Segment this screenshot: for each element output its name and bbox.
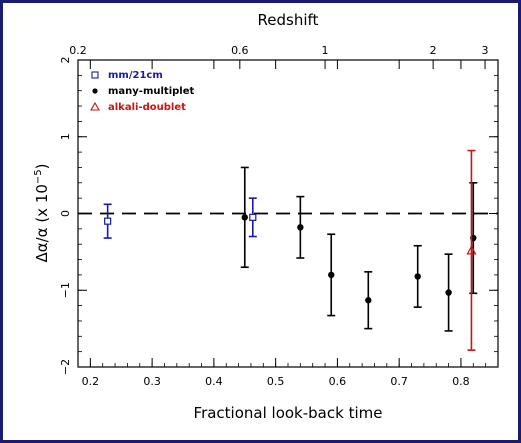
y-tick-label: −2 bbox=[59, 359, 72, 375]
y-tick-label: 1 bbox=[59, 133, 72, 140]
y-axis-ticks: −2 −1 0 1 2 bbox=[59, 57, 498, 375]
y-tick-label: −1 bbox=[59, 282, 72, 298]
x-tick-label: 0.2 bbox=[82, 375, 100, 388]
data-marks bbox=[103, 149, 478, 351]
y-axis-title-close: ) bbox=[33, 163, 51, 169]
data-point bbox=[104, 217, 112, 225]
x-tick-label: 0.3 bbox=[143, 375, 161, 388]
top-tick-label: 1 bbox=[322, 44, 329, 57]
x-tick-label: 0.4 bbox=[205, 375, 223, 388]
y-tick-label: 0 bbox=[59, 210, 72, 217]
legend-marker bbox=[90, 101, 100, 111]
legend-label: many-multiplet bbox=[108, 86, 194, 97]
legend: mm/21cm many-multiplet alkali-doublet bbox=[90, 70, 194, 113]
data-point bbox=[297, 224, 304, 231]
x-tick-label: 0.7 bbox=[390, 375, 408, 388]
data-point bbox=[466, 245, 477, 255]
x-tick-label: 0.6 bbox=[329, 375, 347, 388]
data-point bbox=[249, 213, 257, 221]
top-axis-ticks: 0.2 0.6 1 2 3 bbox=[69, 44, 489, 69]
data-point bbox=[445, 289, 452, 296]
data-point bbox=[365, 297, 372, 304]
legend-marker bbox=[92, 88, 98, 94]
data-point bbox=[241, 214, 248, 221]
y-axis-title: Δα/α (x 10−5) bbox=[33, 163, 51, 262]
legend-marker bbox=[91, 71, 99, 79]
data-point bbox=[414, 273, 421, 280]
x-tick-label: 0.8 bbox=[452, 375, 470, 388]
top-tick-label: 2 bbox=[430, 44, 437, 57]
y-tick-label: 2 bbox=[59, 57, 72, 64]
y-axis-title-main: Δα/α (x 10 bbox=[33, 184, 51, 262]
x-axis-title: Fractional look-back time bbox=[194, 404, 383, 422]
top-tick-label: 0.2 bbox=[69, 44, 87, 57]
top-tick-label: 3 bbox=[482, 44, 489, 57]
y-axis-title-exponent: −5 bbox=[33, 169, 44, 184]
legend-label: mm/21cm bbox=[108, 70, 163, 81]
legend-label: alkali-doublet bbox=[108, 102, 186, 113]
data-point bbox=[328, 271, 335, 279]
x-axis-ticks: 0.2 0.3 0.4 0.5 0.6 0.7 0.8 bbox=[82, 60, 487, 388]
top-axis-title: Redshift bbox=[258, 11, 319, 29]
top-tick-label: 0.6 bbox=[231, 44, 249, 57]
x-tick-label: 0.5 bbox=[267, 375, 285, 388]
